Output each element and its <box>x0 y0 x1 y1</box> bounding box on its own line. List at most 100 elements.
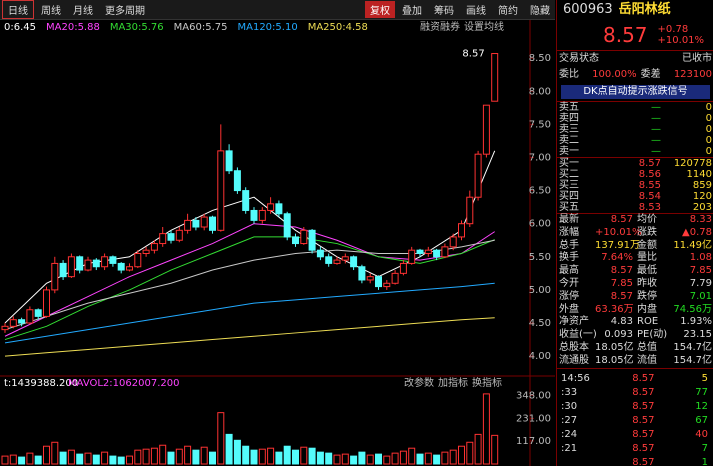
trade-volume: 40 <box>695 428 708 440</box>
candle-body <box>433 249 441 258</box>
tool-button[interactable]: 画线 <box>466 6 486 17</box>
volume-bar <box>491 434 499 465</box>
period-tab[interactable]: 更多周期 <box>105 6 145 17</box>
volume-bar <box>217 412 225 465</box>
trade-price: 8.57 <box>632 386 655 398</box>
price: 8.56 <box>638 169 661 180</box>
period-tab[interactable]: 月线 <box>73 6 93 17</box>
stat-label: 外盘 <box>559 303 579 315</box>
stat-value: 7.79 <box>689 277 712 289</box>
stat-value: 23.15 <box>683 329 712 341</box>
volume-bar <box>333 454 341 465</box>
volume-bar <box>416 453 424 465</box>
book-row: 卖一 — 0 <box>557 146 713 157</box>
candle-body <box>109 256 117 264</box>
stat-row: 最新 8.57 均价 8.33 <box>557 214 713 227</box>
volume-bar <box>92 454 100 465</box>
stat-value: ▲0.78 <box>682 226 712 238</box>
candle-body <box>217 150 225 231</box>
status-row: 交易状态 已收市 <box>557 50 713 67</box>
book-row: 卖五 — 0 <box>557 102 713 113</box>
volume-bar <box>433 454 441 465</box>
tool-button[interactable]: 复权 <box>365 1 395 18</box>
candle-body <box>92 259 100 268</box>
stat-value: 7.64% <box>601 252 633 264</box>
candle-body <box>159 233 167 245</box>
book-row: 卖二 — 0 <box>557 135 713 146</box>
candle-body <box>209 216 216 231</box>
volume-bar <box>267 447 275 465</box>
change: +0.78 <box>657 24 689 35</box>
book-row: 买五 8.53 203 <box>557 202 713 213</box>
tool-button[interactable]: 叠加 <box>402 6 422 17</box>
stat-value: 4.83 <box>610 316 633 328</box>
candle-body <box>192 219 200 228</box>
price: — <box>651 135 661 146</box>
candle-body <box>142 249 150 254</box>
candle-body <box>350 256 358 268</box>
y-tick-label: 8.50 <box>529 53 551 64</box>
y-tick-label: 8.00 <box>529 86 551 97</box>
level: 买二 <box>559 169 579 180</box>
candle-body <box>67 256 75 278</box>
level: 买一 <box>559 158 579 169</box>
candle-body <box>416 249 424 254</box>
volume-bar <box>18 456 26 465</box>
level: 卖五 <box>559 102 579 113</box>
period-tab[interactable]: 日线 <box>2 0 34 19</box>
candle-body <box>175 229 183 241</box>
size: 120778 <box>673 158 712 169</box>
chart-option: 融资融券 <box>420 20 460 33</box>
volume-bar <box>150 447 158 465</box>
stat-row: 净资产 4.83 ROE 1.93% <box>557 316 713 329</box>
stat-value: 18.05亿 <box>595 341 634 353</box>
indicator-button: 换指标 <box>472 376 502 389</box>
volume-bar <box>325 452 333 465</box>
trade-row: :33 8.57 77 <box>557 386 713 400</box>
volume-bar <box>292 449 299 465</box>
stat-label: 量比 <box>637 252 657 264</box>
candle-body <box>51 262 59 291</box>
volume-bar <box>134 449 142 465</box>
stat-row: 今开 7.85 昨收 7.79 <box>557 278 713 291</box>
stat-value: 8.57 <box>610 265 633 277</box>
volume-bar <box>458 445 465 465</box>
candle-body <box>424 249 432 254</box>
candle-body <box>84 259 92 271</box>
volume-bar <box>258 448 266 465</box>
candle-body <box>491 53 499 102</box>
stat-row: 最高 8.57 最低 7.85 <box>557 265 713 278</box>
stat-row: 换手 7.64% 量比 1.08 <box>557 252 713 265</box>
price: 8.53 <box>638 202 661 213</box>
ma-label: MA20:5.88 <box>46 22 100 33</box>
y-tick-label: 6.50 <box>529 186 551 197</box>
ratio-cell: 委差 <box>640 69 661 80</box>
ratio-cell: 委比 <box>559 69 579 80</box>
trade-time: :21 <box>561 442 578 454</box>
trade-price: 8.57 <box>632 442 655 454</box>
quote-panel: 600963 岳阳林纸 8.57 +0.78 +10.01% 交易状态 已收市 … <box>556 0 713 466</box>
trade-volume: 5 <box>701 372 708 384</box>
stat-value: 1.08 <box>689 252 712 264</box>
candle-body <box>383 282 391 288</box>
signal-banner[interactable]: DK点自动提示涨跌信号 <box>561 85 710 99</box>
volume-bar <box>350 455 358 465</box>
stat-label: 最新 <box>559 214 579 225</box>
candle-body <box>466 196 474 225</box>
volume-bar <box>482 393 490 465</box>
stat-label: 金额 <box>637 239 657 251</box>
price: 8.55 <box>638 180 661 191</box>
tool-button[interactable]: 筹码 <box>434 6 454 17</box>
book-row: 买二 8.56 1140 <box>557 169 713 180</box>
period-tab[interactable]: 周线 <box>41 6 61 17</box>
trade-price: 8.57 <box>632 456 655 466</box>
ma-line <box>4 236 495 341</box>
volume-bar <box>117 456 125 465</box>
tool-button[interactable]: 隐藏 <box>530 6 550 17</box>
volume-bar <box>466 441 474 465</box>
trade-volume: 7 <box>701 442 708 454</box>
stat-label: 昨收 <box>637 277 657 289</box>
stat-row: 总股本 18.05亿 总值 154.7亿 <box>557 342 713 355</box>
tool-button[interactable]: 简约 <box>498 6 518 17</box>
